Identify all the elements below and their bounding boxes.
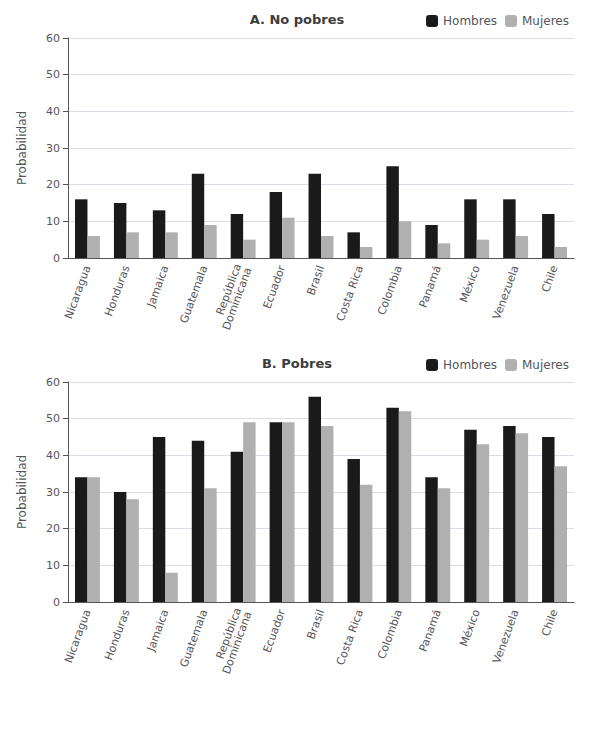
svg-text:Panamá: Panamá [417,608,444,654]
svg-text:Brasil: Brasil [304,264,327,297]
svg-text:Brasil: Brasil [304,608,327,641]
svg-text:Hombres: Hombres [443,358,497,372]
svg-text:Probabilidad: Probabilidad [15,111,29,185]
svg-text:Hombres: Hombres [443,14,497,28]
svg-text:Mujeres: Mujeres [522,14,569,28]
svg-text:50: 50 [46,68,60,81]
svg-text:10: 10 [46,559,60,572]
svg-text:Chile: Chile [539,608,561,639]
svg-text:20: 20 [46,178,60,191]
svg-text:Costa Rica: Costa Rica [334,264,366,323]
svg-text:A. No pobres: A. No pobres [250,12,345,27]
svg-text:Dominicana: Dominicana [220,266,255,332]
svg-text:20: 20 [46,522,60,535]
svg-text:Costa Rica: Costa Rica [334,608,366,667]
svg-text:40: 40 [46,449,60,462]
svg-text:30: 30 [46,486,60,499]
svg-text:México: México [457,608,482,649]
svg-text:Ecuador: Ecuador [261,263,289,310]
svg-text:Honduras: Honduras [102,264,132,318]
svg-text:60: 60 [46,376,60,389]
svg-text:Jamaica: Jamaica [144,608,171,654]
svg-text:50: 50 [46,412,60,425]
svg-text:Nicaragua: Nicaragua [62,264,93,321]
svg-text:Ecuador: Ecuador [261,607,289,654]
svg-text:Guatemala: Guatemala [177,608,210,669]
svg-text:60: 60 [46,32,60,45]
svg-text:30: 30 [46,142,60,155]
svg-text:Nicaragua: Nicaragua [62,608,93,665]
svg-text:Jamaica: Jamaica [144,264,171,310]
svg-text:México: México [457,264,482,305]
svg-text:Mujeres: Mujeres [522,358,569,372]
svg-text:República: República [213,261,245,317]
svg-text:Honduras: Honduras [102,608,132,662]
svg-text:0: 0 [53,252,60,265]
svg-text:Colombia: Colombia [375,264,405,317]
svg-text:República: República [213,605,245,661]
svg-text:0: 0 [53,596,60,609]
svg-text:Colombia: Colombia [375,608,405,661]
svg-text:Venezuela: Venezuela [490,608,522,666]
svg-text:Guatemala: Guatemala [177,264,210,325]
svg-text:Probabilidad: Probabilidad [15,455,29,529]
svg-text:Chile: Chile [539,264,561,295]
svg-text:Dominicana: Dominicana [220,610,255,676]
svg-text:B. Pobres: B. Pobres [262,356,332,371]
svg-text:10: 10 [46,215,60,228]
svg-text:40: 40 [46,105,60,118]
svg-text:Venezuela: Venezuela [490,264,522,322]
svg-text:Panamá: Panamá [417,264,444,310]
